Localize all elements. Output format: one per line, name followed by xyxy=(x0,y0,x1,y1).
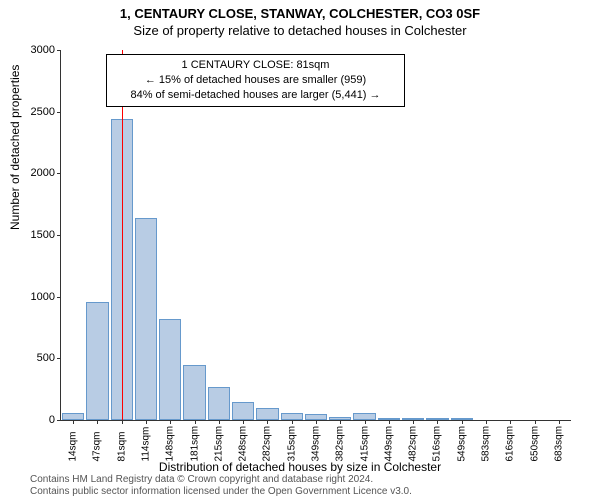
histogram-bar xyxy=(208,387,230,420)
x-tick-mark xyxy=(365,420,366,424)
histogram-bar xyxy=(62,413,84,420)
y-tick-mark xyxy=(57,235,61,236)
credit-line1: Contains HM Land Registry data © Crown c… xyxy=(30,474,412,486)
x-tick-label: 81sqm xyxy=(116,432,127,462)
histogram-bar xyxy=(232,402,254,420)
x-tick-mark xyxy=(340,420,341,424)
histogram-bar xyxy=(353,413,375,420)
x-tick-label: 14sqm xyxy=(68,432,79,462)
y-tick-mark xyxy=(57,420,61,421)
x-tick-mark xyxy=(292,420,293,424)
x-tick-mark xyxy=(559,420,560,424)
x-tick-mark xyxy=(73,420,74,424)
x-tick-label: 415sqm xyxy=(359,432,370,462)
x-tick-mark xyxy=(510,420,511,424)
y-tick-mark xyxy=(57,358,61,359)
x-tick-mark xyxy=(97,420,98,424)
x-tick-label: 650sqm xyxy=(529,432,540,462)
x-tick-mark xyxy=(170,420,171,424)
x-axis-label: Distribution of detached houses by size … xyxy=(0,460,600,474)
info-box-line: ← 15% of detached houses are smaller (95… xyxy=(113,73,398,88)
y-tick-mark xyxy=(57,297,61,298)
x-tick-label: 516sqm xyxy=(432,432,443,462)
x-tick-mark xyxy=(243,420,244,424)
histogram-bar xyxy=(159,319,181,420)
x-tick-label: 215sqm xyxy=(213,432,224,462)
y-tick-label: 0 xyxy=(21,414,55,426)
histogram-bar xyxy=(256,408,278,420)
x-tick-mark xyxy=(219,420,220,424)
y-tick-label: 1500 xyxy=(21,229,55,241)
histogram-bar xyxy=(281,413,303,420)
x-tick-mark xyxy=(413,420,414,424)
y-tick-label: 500 xyxy=(21,352,55,364)
x-tick-label: 148sqm xyxy=(165,432,176,462)
credit-line2: Contains public sector information licen… xyxy=(30,486,412,498)
x-tick-mark xyxy=(437,420,438,424)
x-tick-label: 114sqm xyxy=(141,432,152,462)
x-tick-label: 482sqm xyxy=(408,432,419,462)
x-tick-mark xyxy=(146,420,147,424)
x-tick-label: 382sqm xyxy=(335,432,346,462)
subtitle: Size of property relative to detached ho… xyxy=(0,23,600,38)
x-tick-label: 583sqm xyxy=(481,432,492,462)
x-tick-label: 616sqm xyxy=(505,432,516,462)
histogram-bar xyxy=(183,365,205,421)
x-tick-mark xyxy=(535,420,536,424)
y-tick-label: 2500 xyxy=(21,106,55,118)
x-tick-label: 349sqm xyxy=(311,432,322,462)
x-tick-mark xyxy=(486,420,487,424)
chart-plot-area: 05001000150020002500300014sqm47sqm81sqm1… xyxy=(60,50,571,421)
x-tick-mark xyxy=(267,420,268,424)
address-title: 1, CENTAURY CLOSE, STANWAY, COLCHESTER, … xyxy=(0,6,600,21)
histogram-bar xyxy=(86,302,108,420)
x-tick-mark xyxy=(195,420,196,424)
y-tick-label: 3000 xyxy=(21,44,55,56)
x-tick-label: 683sqm xyxy=(553,432,564,462)
y-tick-mark xyxy=(57,112,61,113)
x-tick-label: 47sqm xyxy=(92,432,103,462)
info-box: 1 CENTAURY CLOSE: 81sqm← 15% of detached… xyxy=(106,54,405,107)
y-tick-label: 2000 xyxy=(21,167,55,179)
x-tick-label: 181sqm xyxy=(189,432,200,462)
info-box-line: 1 CENTAURY CLOSE: 81sqm xyxy=(113,58,398,73)
x-tick-label: 549sqm xyxy=(456,432,467,462)
y-tick-mark xyxy=(57,173,61,174)
x-tick-label: 449sqm xyxy=(383,432,394,462)
x-tick-mark xyxy=(122,420,123,424)
x-tick-label: 282sqm xyxy=(262,432,273,462)
credit-text: Contains HM Land Registry data © Crown c… xyxy=(30,474,412,498)
info-box-line: 84% of semi-detached houses are larger (… xyxy=(113,88,398,103)
y-tick-mark xyxy=(57,50,61,51)
x-tick-mark xyxy=(389,420,390,424)
y-axis-label: Number of detached properties xyxy=(8,65,22,230)
x-tick-label: 248sqm xyxy=(238,432,249,462)
y-tick-label: 1000 xyxy=(21,291,55,303)
histogram-bar xyxy=(135,218,157,420)
x-tick-mark xyxy=(462,420,463,424)
x-tick-mark xyxy=(316,420,317,424)
x-tick-label: 315sqm xyxy=(286,432,297,462)
